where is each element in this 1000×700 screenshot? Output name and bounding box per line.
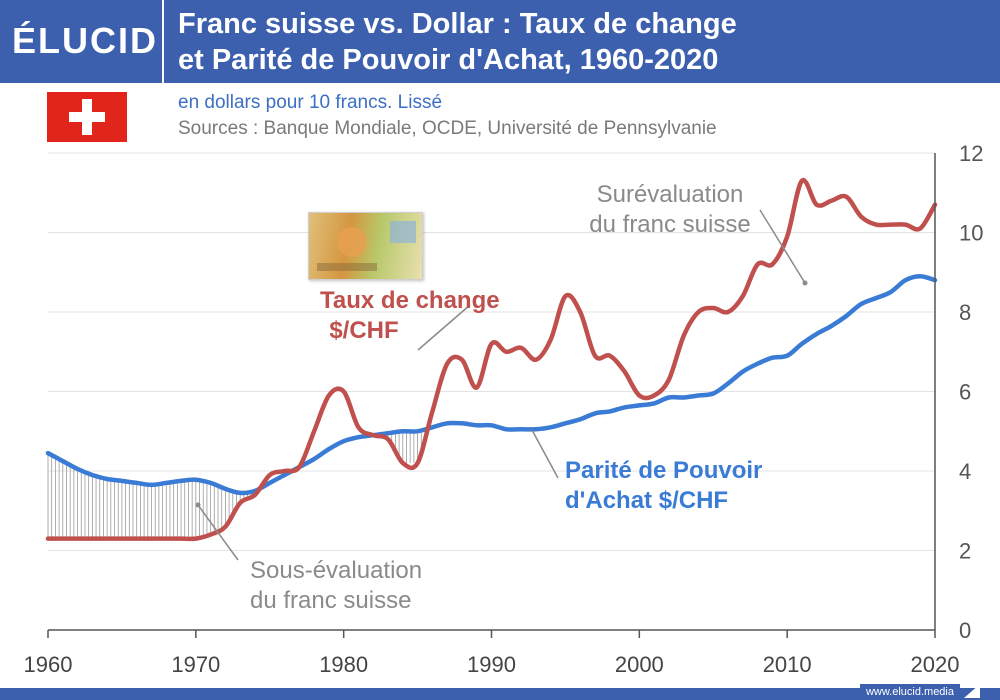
undervaluation-hatch (47, 429, 426, 539)
footer-url[interactable]: www.elucid.media (859, 684, 960, 700)
x-tick-label: 2020 (911, 652, 960, 677)
banknote-text-band (317, 263, 377, 271)
ppp-label-line-1: Parité de Pouvoir (565, 457, 762, 484)
chart-title-line-2: et Parité de Pouvoir d'Achat, 1960-2020 (178, 44, 719, 76)
leader-dot (195, 502, 201, 508)
y-tick-label: 8 (959, 300, 971, 325)
y-tick-label: 2 (959, 539, 971, 564)
exchange-label-line-2: $/CHF (329, 317, 398, 344)
x-tick-label: 1990 (467, 652, 516, 677)
flag-cross-vertical (82, 99, 92, 135)
banknote-portrait (337, 227, 367, 257)
overvaluation-label-line-1: Surévaluation (597, 181, 744, 208)
banknote-detail (390, 221, 416, 243)
y-tick-label: 4 (959, 459, 971, 484)
overvaluation-label-line-2: du franc suisse (589, 211, 750, 238)
leader-line (531, 429, 559, 479)
x-tick-label: 2000 (615, 652, 664, 677)
ppp-label-line-2: d'Achat $/CHF (565, 487, 728, 514)
header-divider (162, 0, 164, 83)
ppp-series-line (45, 273, 938, 496)
leader-dot (802, 280, 808, 286)
exchange-label-line-1: Taux de change (320, 287, 500, 314)
chart-title-line-1: Franc suisse vs. Dollar : Taux de change (178, 8, 737, 40)
leader-line (197, 504, 239, 561)
elucid-mark-icon (964, 684, 980, 698)
x-tick-label: 1980 (319, 652, 368, 677)
x-tick-label: 1970 (171, 652, 220, 677)
elucid-logo[interactable]: ÉLUCID (12, 20, 158, 61)
chart-title: Franc suisse vs. Dollar : Taux de change… (178, 6, 988, 78)
undervaluation-label-line-2: du franc suisse (250, 587, 411, 614)
chart-sources: Sources : Banque Mondiale, OCDE, Univers… (178, 118, 717, 139)
y-tick-label: 6 (959, 380, 971, 405)
axes: 0 2 4 6 8 10 12 1960 1970 1980 1990 2000 2010 2020 (24, 141, 984, 677)
y-tick-label: 12 (959, 141, 983, 166)
undervaluation-label-line-1: Sous-évaluation (250, 557, 422, 584)
y-tick-label: 10 (959, 221, 983, 246)
x-tick-label: 2010 (763, 652, 812, 677)
leader-line (417, 304, 471, 351)
annotation-leaders (195, 209, 808, 561)
swiss-flag-icon (47, 92, 127, 142)
banknote-image (308, 212, 423, 280)
chart-subtitle: en dollars pour 10 francs. Lissé (178, 92, 443, 113)
x-tick-label: 1960 (24, 652, 73, 677)
footer-bar (0, 688, 1000, 700)
header-banner: ÉLUCID Franc suisse vs. Dollar : Taux de… (0, 0, 1000, 83)
y-tick-label: 0 (959, 618, 971, 643)
exchange-series-line (45, 177, 938, 542)
leader-line (759, 209, 806, 284)
